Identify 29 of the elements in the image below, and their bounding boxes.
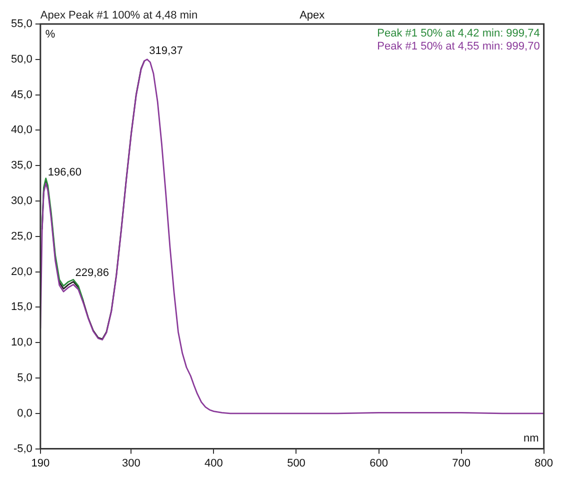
y-tick-label: 20,0 [10, 266, 32, 278]
y-tick-label: 25,0 [10, 230, 32, 242]
y-tick-label: -5,0 [13, 442, 32, 455]
x-tick-label: 500 [287, 457, 306, 470]
x-tick-label: 300 [122, 457, 140, 470]
y-tick-label: 40,0 [10, 124, 32, 136]
y-tick-label: 5,0 [17, 372, 32, 384]
annotation: 229,86 [75, 267, 109, 280]
y-tick-label: 15,0 [10, 301, 32, 314]
y-tick-label: 0,0 [17, 407, 32, 420]
y-tick-label: 45,0 [10, 88, 32, 101]
y-axis-title: % [45, 28, 56, 41]
text: Peak #1 50% at 4,55 min: 999,70 [377, 40, 540, 53]
x-tick-label: 600 [370, 457, 388, 470]
text: Peak #1 50% at 4,42 min: 999,74 [377, 28, 540, 40]
y-tick-label: 30,0 [10, 195, 32, 208]
x-tick-label: 190 [31, 457, 50, 470]
text: Apex Peak #1 100% at 4,48 min [40, 10, 198, 22]
x-tick-label: 800 [534, 457, 554, 470]
y-tick-label: 10,0 [10, 336, 32, 349]
chart-title: Apex [300, 10, 326, 22]
y-tick-label: 35,0 [10, 160, 32, 172]
x-tick-label: 400 [204, 457, 223, 470]
y-tick-label: 55,0 [10, 18, 32, 30]
x-tick-label: 700 [452, 457, 470, 470]
x-axis-title: nm [524, 432, 539, 444]
y-tick-label: 50,0 [10, 53, 32, 66]
annotation: 196,60 [48, 166, 82, 179]
annotation: 319,37 [149, 44, 183, 57]
